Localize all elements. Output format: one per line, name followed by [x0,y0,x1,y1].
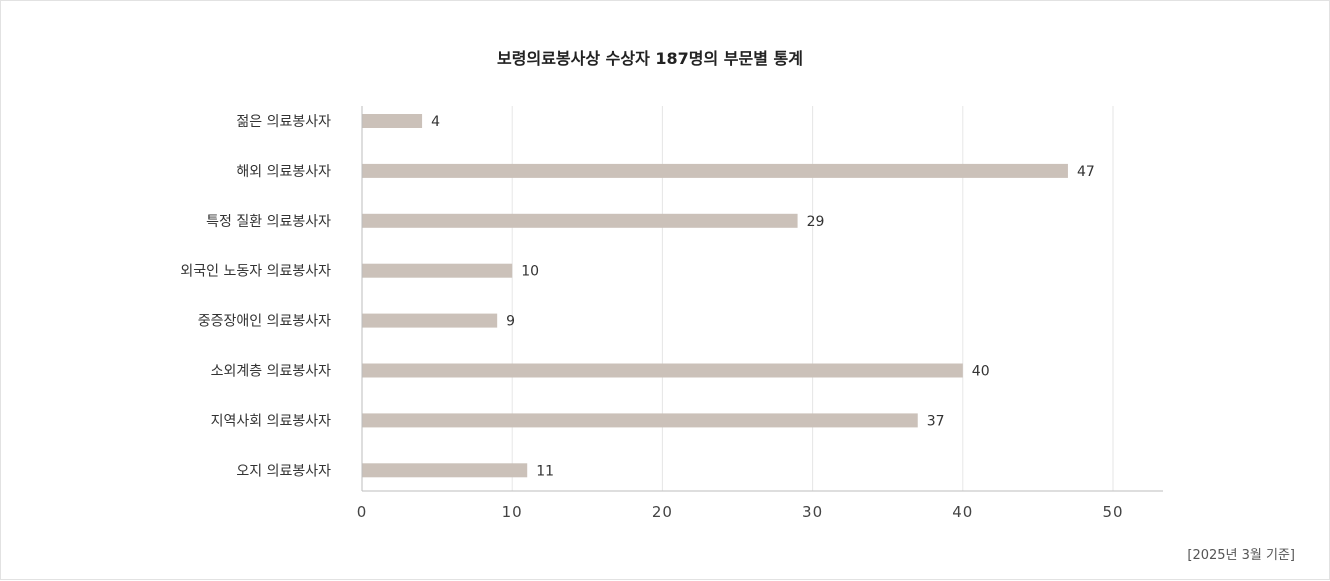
bar [362,313,498,328]
x-tick-label: 20 [652,503,673,521]
bar [362,263,513,278]
category-label: 젊은 의료봉사자 [236,114,331,130]
category-label: 외국인 노동자 의료봉사자 [180,264,331,280]
footnote: [2025년 3월 기준] [1187,548,1295,563]
x-tick-label: 40 [952,503,973,521]
chart-title: 보령의료봉사상 수상자 187명의 부문별 통계 [497,49,803,68]
category-label: 오지 의료봉사자 [236,463,331,479]
bar [362,363,963,378]
x-tick-label: 30 [802,503,823,521]
x-tick-label: 10 [502,503,523,521]
bar [362,413,918,428]
bar [362,213,798,228]
data-label: 40 [972,364,990,380]
data-label: 9 [506,314,515,330]
category-label: 지역사회 의료봉사자 [211,413,331,429]
data-label: 10 [521,264,539,280]
data-label: 4 [431,114,440,130]
category-label: 특정 질환 의료봉사자 [206,214,331,230]
data-label: 37 [927,413,945,429]
category-label: 중증장애인 의료봉사자 [198,314,331,330]
data-label: 29 [807,214,825,230]
bar [362,114,423,128]
bar [362,463,528,478]
data-label: 11 [536,463,554,479]
data-label: 47 [1077,164,1095,180]
x-tick-label: 50 [1102,503,1123,521]
x-tick-label: 0 [357,503,368,521]
category-label: 소외계층 의료봉사자 [211,364,331,380]
bar [362,163,1068,178]
category-label: 해외 의료봉사자 [236,164,331,180]
